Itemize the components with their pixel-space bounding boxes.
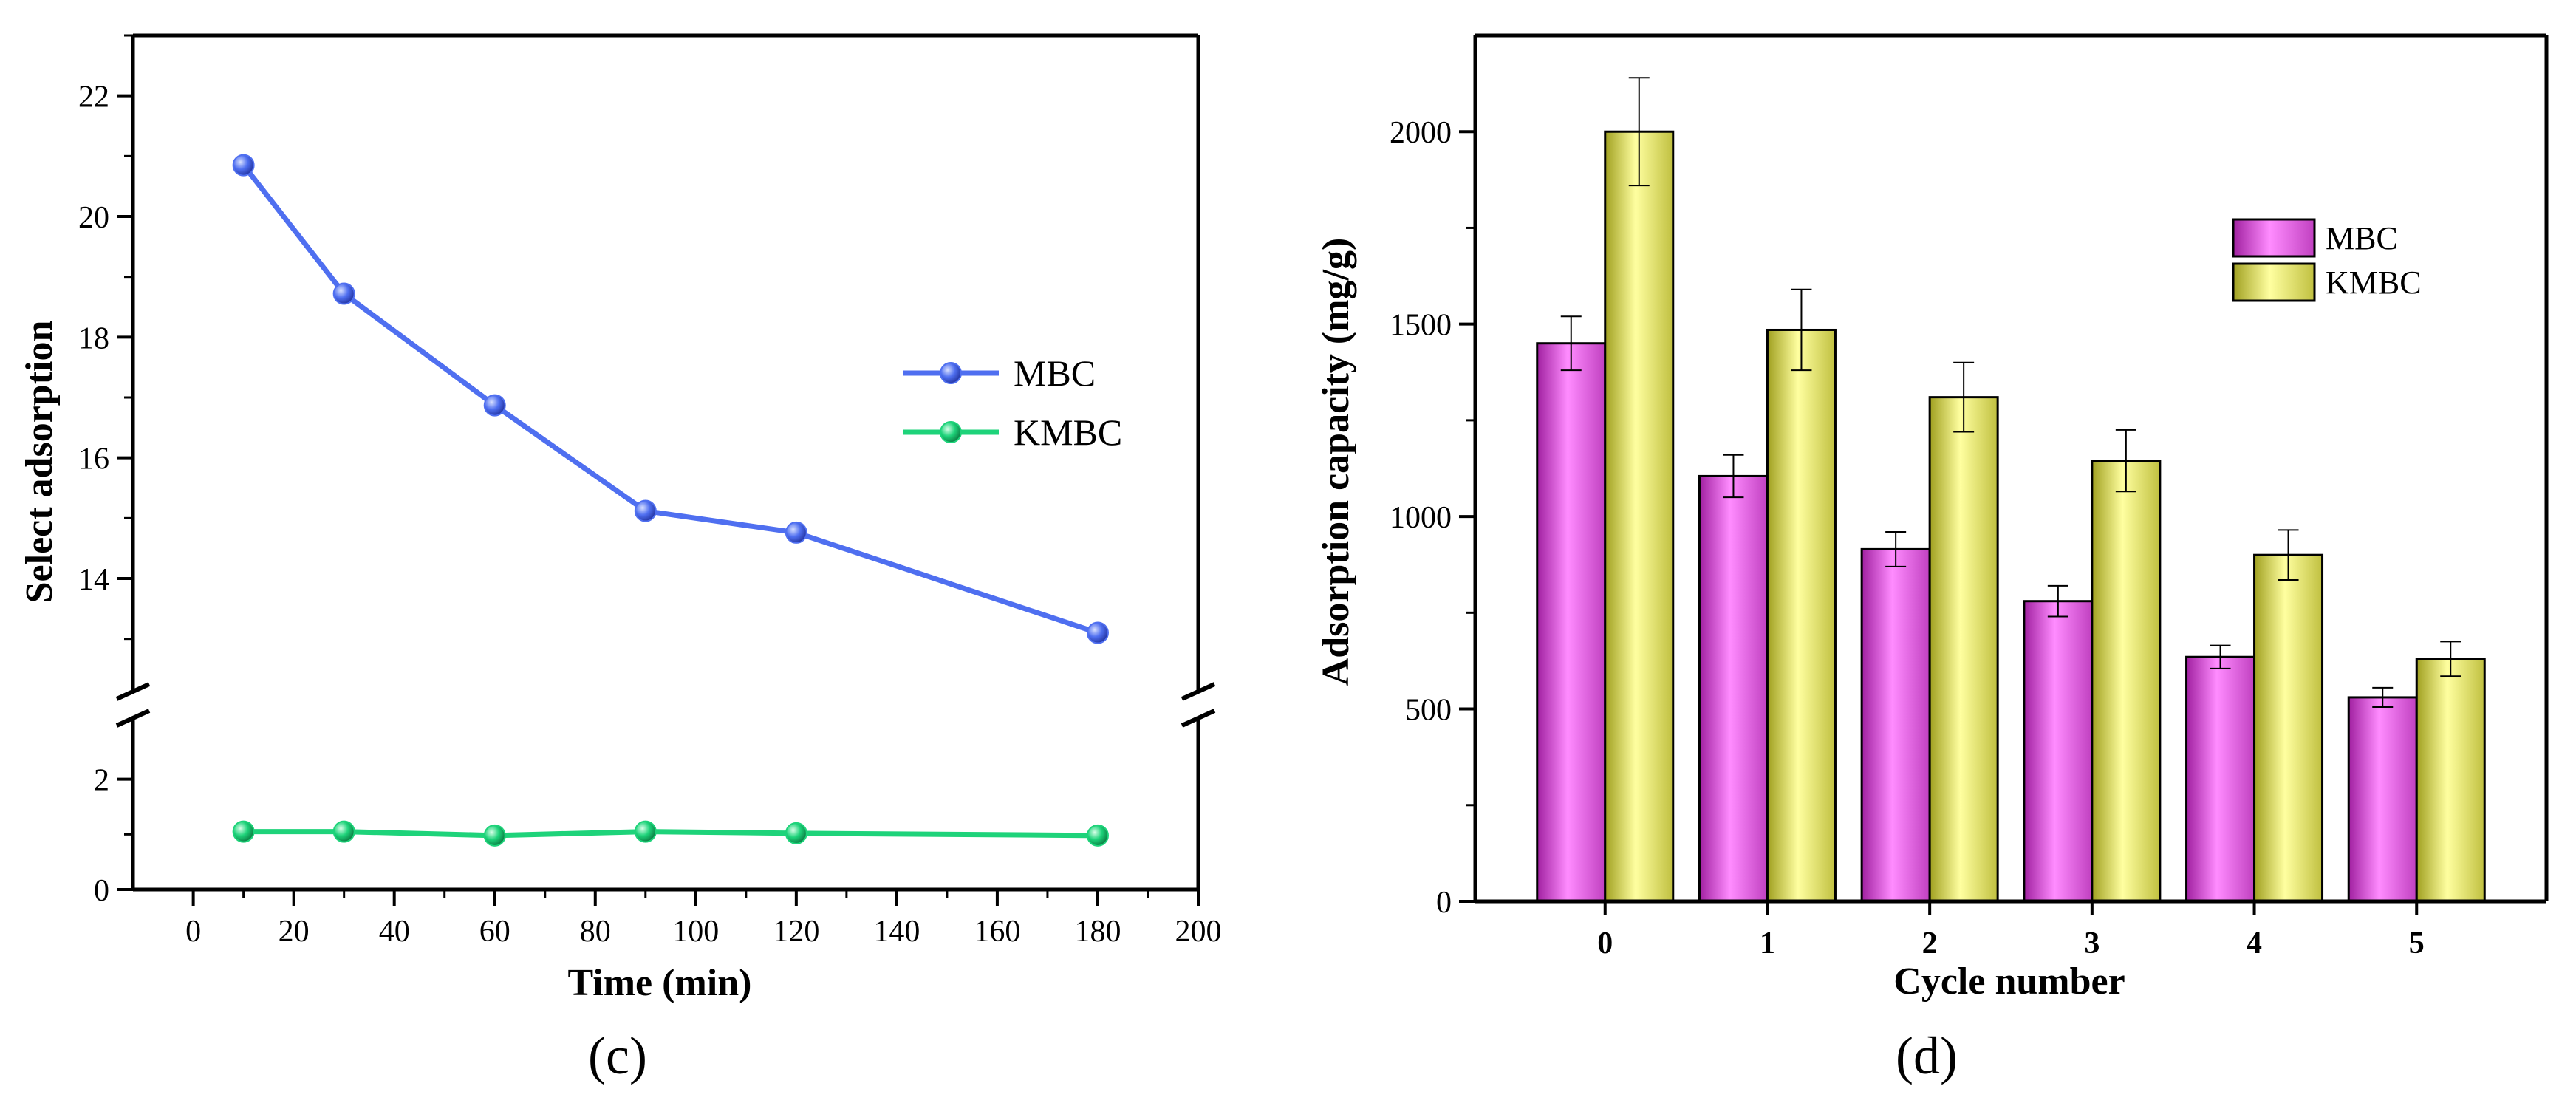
bar-mbc [1698, 474, 1769, 903]
panel-label-c: (c) [588, 1026, 647, 1085]
x-tick-label: 80 [580, 915, 611, 949]
data-point-mbc [232, 154, 255, 177]
bar-mbc [1536, 342, 1607, 903]
data-point-kmbc [785, 822, 807, 844]
bar-mbc [2185, 655, 2256, 903]
x-tick-label: 1 [1760, 926, 1775, 960]
bar-kmbc [2253, 553, 2324, 903]
bar-mbc [2023, 600, 2094, 903]
bar-kmbc [2091, 460, 2162, 903]
x-tick-label: 20 [279, 915, 310, 949]
y-tick-label: 1000 [1390, 501, 1452, 535]
x-tick-label: 120 [773, 915, 819, 949]
bar-kmbc [1928, 396, 1999, 903]
axis-break-mark [115, 682, 151, 701]
axis-break-mark [1181, 682, 1216, 701]
legend-swatch-kmbc [2232, 262, 2316, 302]
y-axis-title-d: Adsorption capacity (mg/g) [1315, 238, 1357, 686]
legend-label-mbc: MBC [2326, 220, 2398, 256]
data-point-kmbc [483, 824, 506, 847]
bar-kmbc [1766, 328, 1837, 903]
x-tick-label: 4 [2247, 926, 2262, 960]
data-point-kmbc [232, 820, 255, 843]
data-point-kmbc [1086, 824, 1109, 847]
bar-kmbc [1604, 130, 1675, 903]
legend-swatch-mbc [2232, 218, 2316, 258]
x-tick-label: 200 [1175, 915, 1222, 949]
x-tick-label: 0 [1597, 926, 1613, 960]
x-tick-label: 3 [2084, 926, 2100, 960]
x-tick-label: 60 [479, 915, 510, 949]
data-point-mbc [483, 394, 506, 417]
x-axis-title-d: Cycle number [1893, 960, 2125, 1003]
series-line-mbc [241, 163, 1099, 635]
x-tick-label: 5 [2409, 926, 2425, 960]
panel-label-d: (d) [1896, 1026, 1958, 1085]
data-point-kmbc [332, 820, 355, 843]
x-tick-label: 2 [1922, 926, 1938, 960]
legend-c: MBC KMBC [903, 352, 1122, 453]
bar-mbc [2347, 696, 2418, 903]
y-tick-label: 20 [78, 201, 109, 235]
x-axis-title-c: Time (min) [568, 962, 752, 1004]
y-tick-label: 22 [78, 81, 109, 115]
series-line-kmbc [243, 829, 1098, 839]
legend-label-kmbc: KMBC [2326, 264, 2422, 301]
x-tick-label: 0 [185, 915, 201, 949]
x-tick-label: 140 [873, 915, 920, 949]
y-tick-label: 2000 [1390, 116, 1452, 150]
data-point-mbc [1086, 621, 1109, 644]
legend-label-kmbc: KMBC [1014, 412, 1122, 453]
bar-mbc [1860, 547, 1931, 903]
axis-break-mark [115, 709, 151, 728]
data-point-mbc [785, 521, 807, 544]
x-tick-label: 160 [974, 915, 1020, 949]
y-tick-label: 18 [78, 321, 109, 355]
x-tick-label: 180 [1074, 915, 1121, 949]
y-tick-label: 0 [94, 874, 109, 908]
y-tick-label: 500 [1405, 694, 1452, 728]
legend-d: MBC KMBC [2232, 218, 2422, 302]
y-tick-label: 0 [1436, 886, 1452, 920]
legend-label-mbc: MBC [1014, 352, 1096, 394]
legend-marker-kmbc [940, 421, 962, 443]
data-point-mbc [332, 282, 355, 305]
y-tick-label: 2 [94, 764, 109, 798]
data-point-mbc [634, 499, 657, 522]
y-tick-label: 14 [78, 563, 109, 597]
x-tick-label: 40 [379, 915, 410, 949]
bar-kmbc [2415, 658, 2486, 903]
chart-panel-d: 0 500 1000 1500 2000 0 1 2 3 4 5 Cycle number Adso… [1315, 33, 2549, 1085]
axis-break-mark [1181, 709, 1216, 728]
y-axis-title-c: Select adsorption [18, 321, 61, 604]
legend-marker-mbc [940, 362, 962, 384]
y-tick-label: 1500 [1390, 309, 1452, 343]
x-tick-label: 100 [672, 915, 719, 949]
chart-panel-c: 0 20 40 60 80 100 120 140 160 180 200141618202202 … [18, 33, 1222, 1085]
y-tick-label: 16 [78, 443, 109, 477]
data-point-kmbc [634, 820, 657, 843]
